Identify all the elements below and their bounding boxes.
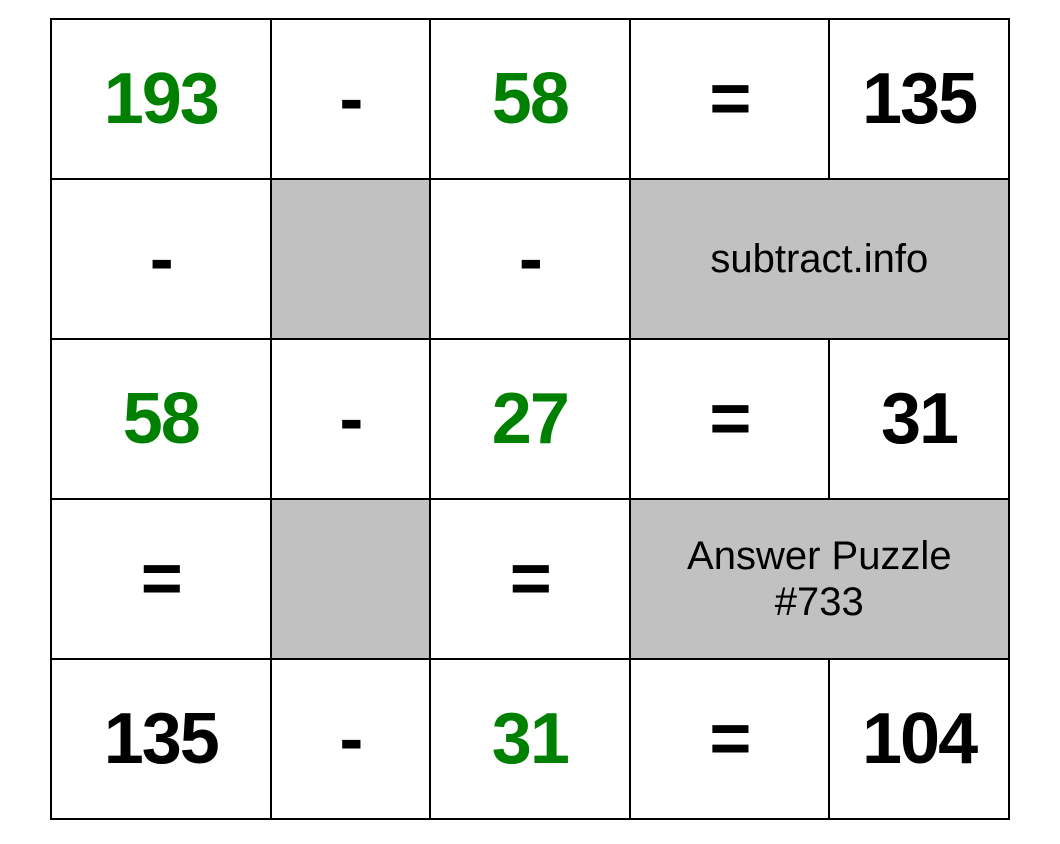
operator-cell: - bbox=[271, 19, 430, 179]
operator-cell: - bbox=[51, 179, 271, 339]
operand-cell: 193 bbox=[51, 19, 271, 179]
equals-cell: = bbox=[430, 499, 630, 659]
table-row: = = Answer Puzzle #733 bbox=[51, 499, 1009, 659]
operand-cell: 135 bbox=[51, 659, 271, 819]
answer-label-cell: Answer Puzzle #733 bbox=[630, 499, 1009, 659]
equals-cell: = bbox=[630, 339, 830, 499]
operator-cell: - bbox=[271, 659, 430, 819]
equals-cell: = bbox=[630, 19, 830, 179]
table-row: - - subtract.info bbox=[51, 179, 1009, 339]
operand-cell: 31 bbox=[430, 659, 630, 819]
table-row: 58 - 27 = 31 bbox=[51, 339, 1009, 499]
operator-cell: - bbox=[271, 339, 430, 499]
operator-cell: - bbox=[430, 179, 630, 339]
subtraction-puzzle-grid: 193 - 58 = 135 - - subtract.info 58 - 27… bbox=[50, 18, 1010, 820]
equals-cell: = bbox=[51, 499, 271, 659]
result-cell: 104 bbox=[829, 659, 1009, 819]
result-cell: 31 bbox=[829, 339, 1009, 499]
operand-cell: 58 bbox=[430, 19, 630, 179]
equals-cell: = bbox=[630, 659, 830, 819]
answer-label-line2: #733 bbox=[775, 580, 864, 624]
answer-label-line1: Answer Puzzle bbox=[687, 534, 952, 578]
source-label-cell: subtract.info bbox=[630, 179, 1009, 339]
table-row: 135 - 31 = 104 bbox=[51, 659, 1009, 819]
operand-cell: 27 bbox=[430, 339, 630, 499]
table-row: 193 - 58 = 135 bbox=[51, 19, 1009, 179]
result-cell: 135 bbox=[829, 19, 1009, 179]
blank-cell bbox=[271, 179, 430, 339]
operand-cell: 58 bbox=[51, 339, 271, 499]
blank-cell bbox=[271, 499, 430, 659]
